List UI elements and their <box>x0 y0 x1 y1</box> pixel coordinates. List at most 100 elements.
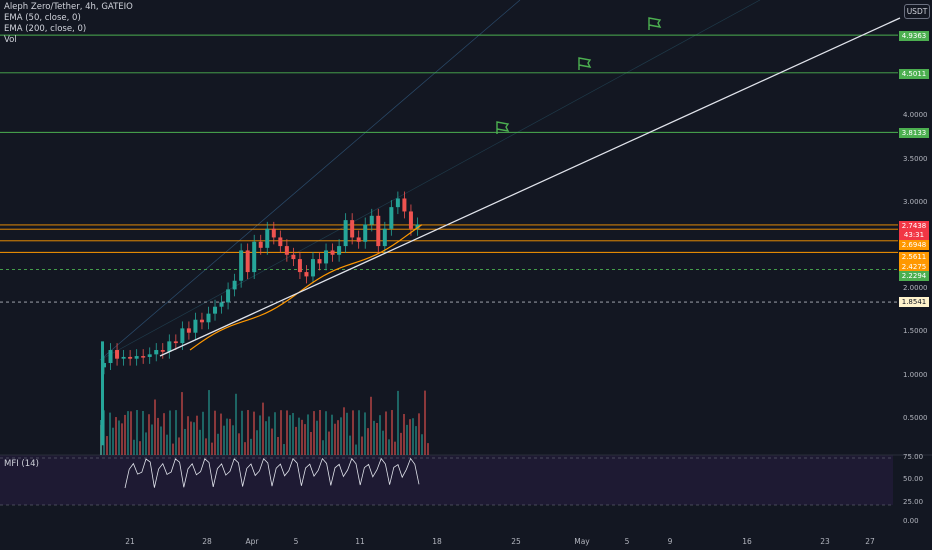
volume-bar <box>364 412 366 455</box>
volume-bar <box>328 431 330 455</box>
volume-bar <box>259 415 261 455</box>
price-tick-label: 2.0000 <box>903 284 928 292</box>
volume-bar <box>418 413 420 455</box>
price-tick-label: 1.5000 <box>903 327 928 335</box>
price-level-label: 2.2294 <box>899 271 929 281</box>
volume-bar <box>232 425 234 455</box>
flag-icon-3 <box>496 121 510 134</box>
currency-button[interactable]: USDT <box>904 4 930 19</box>
candle-body <box>304 272 309 277</box>
candle-body <box>258 241 263 248</box>
volume-bar <box>316 420 318 455</box>
candle-body <box>330 250 335 255</box>
candle-body <box>213 306 218 314</box>
price-level-label: 2.6948 <box>899 240 929 250</box>
volume-bar <box>307 414 309 455</box>
volume-bar <box>163 413 165 455</box>
mfi-line <box>124 457 420 489</box>
volume-bar <box>106 436 108 455</box>
volume-bar <box>367 428 369 455</box>
volume-bar <box>322 440 324 455</box>
volume-bar <box>292 412 294 455</box>
candle-body <box>402 198 407 212</box>
time-tick-label: 16 <box>742 537 752 546</box>
volume-bar <box>382 430 384 455</box>
candle-body <box>186 328 191 333</box>
candle-body <box>317 259 322 264</box>
time-tick-label: 25 <box>511 537 521 546</box>
candle-body <box>324 250 329 264</box>
price-level-label: 1.8541 <box>899 297 929 307</box>
volume-bar <box>304 424 306 455</box>
price-tick-label: 0.5000 <box>903 414 928 422</box>
candle-body <box>199 319 204 323</box>
price-level-label: 2.5611 <box>899 252 929 262</box>
candle-body <box>147 354 152 357</box>
volume-bar <box>154 399 156 455</box>
volume-bar <box>421 434 423 455</box>
candle-body <box>173 341 178 344</box>
flag-icon-2 <box>578 57 592 70</box>
volume-bar <box>370 396 372 455</box>
price-level-label: 4.9363 <box>899 31 929 41</box>
volume-bar <box>340 417 342 455</box>
volume-bar <box>415 426 417 455</box>
volume-bar <box>268 416 270 455</box>
volume-bar <box>142 410 144 455</box>
volume-bar <box>319 410 321 455</box>
candle-body <box>291 254 296 260</box>
volume-bar <box>280 410 282 455</box>
volume-bar <box>394 441 396 455</box>
volume-bar <box>409 419 411 455</box>
volume-legend[interactable]: Vol <box>4 35 17 45</box>
volume-bar <box>184 428 186 455</box>
volume-bar <box>391 410 393 455</box>
mfi-tick-label: 50.00 <box>903 475 924 483</box>
ema50-legend[interactable]: EMA (50, close, 0) <box>4 13 81 23</box>
candle-body <box>310 259 315 277</box>
candle-body <box>265 228 270 248</box>
volume-bar <box>334 423 336 455</box>
channel-line-upper <box>99 0 521 361</box>
volume-bar <box>352 410 354 455</box>
candle-body <box>271 228 276 238</box>
volume-bar <box>286 410 288 455</box>
ema200-legend[interactable]: EMA (200, close, 0) <box>4 24 87 34</box>
volume-bar <box>199 429 201 455</box>
time-tick-label: May <box>574 537 590 546</box>
time-tick-label: 5 <box>293 537 299 546</box>
price-tick-label: 1.0000 <box>903 371 928 379</box>
candle-body <box>206 313 211 323</box>
volume-bar <box>112 427 114 455</box>
volume-bar <box>178 437 180 455</box>
time-tick-label: 18 <box>432 537 442 546</box>
candle-body <box>350 220 355 238</box>
volume-bar <box>169 410 171 455</box>
candle-body <box>252 241 257 273</box>
volume-bar <box>337 420 339 455</box>
candle-body <box>415 224 420 229</box>
volume-bar <box>238 433 240 455</box>
volume-bar <box>241 410 243 455</box>
volume-bar <box>313 411 315 455</box>
time-tick-label: 21 <box>125 537 135 546</box>
volume-bar <box>346 412 348 455</box>
candle-body <box>369 215 374 225</box>
volume-bar <box>343 407 345 455</box>
volume-bar <box>256 430 258 455</box>
candle-body <box>219 302 224 307</box>
volume-bar <box>187 416 189 455</box>
mfi-legend[interactable]: MFI (14) <box>4 459 39 469</box>
volume-bar <box>124 414 126 455</box>
chart-legend: Aleph Zero/Tether, 4h, GATEIO EMA (50, c… <box>4 2 133 46</box>
candle-body <box>160 350 165 352</box>
volume-bar <box>247 410 249 455</box>
volume-bar <box>157 417 159 455</box>
volume-bar <box>205 438 207 455</box>
symbol-title: Aleph Zero/Tether, 4h, GATEIO <box>4 2 133 12</box>
candle-body <box>297 259 302 273</box>
volume-bar <box>118 420 120 455</box>
volume-bar <box>403 414 405 455</box>
volume-bar <box>148 414 150 455</box>
